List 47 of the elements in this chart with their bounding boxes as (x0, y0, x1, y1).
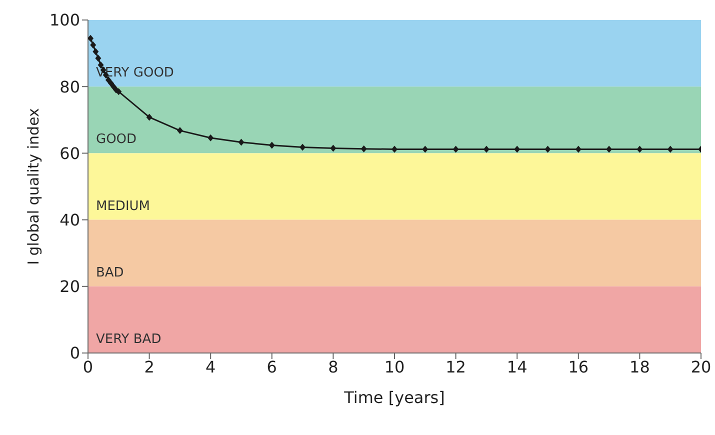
point (238, 138, 244, 146)
point (544, 146, 551, 153)
point (360, 145, 367, 152)
x-tick-label: 2 (144, 357, 154, 376)
y-tick-label: 80 (60, 77, 80, 96)
band-label: BAD (96, 265, 124, 280)
x-tick-label: 0 (82, 357, 94, 376)
point (330, 144, 336, 152)
point (88, 34, 94, 42)
y-axis-title: I global quality index (24, 108, 42, 265)
point (146, 114, 152, 121)
point (95, 54, 102, 62)
x-tick-label: 4 (206, 357, 216, 376)
point (110, 83, 117, 90)
y-tick-label: 60 (60, 144, 80, 163)
point (483, 146, 490, 153)
point (90, 41, 96, 48)
point (606, 146, 612, 153)
y-tick-label: 0 (70, 344, 80, 363)
x-tick-label: 20 (690, 357, 712, 376)
point (208, 134, 214, 142)
x-tick-label: 14 (506, 357, 528, 376)
y-tick-label: 40 (60, 210, 80, 230)
point (575, 146, 582, 153)
x-axis-title: Time [years] (343, 388, 445, 407)
band-label: VERY BAD (96, 332, 162, 347)
band-label: GOOD (96, 132, 137, 148)
x-tick-label: 8 (328, 357, 338, 376)
point (422, 146, 428, 153)
point (116, 88, 122, 96)
point (667, 146, 674, 153)
point (514, 146, 520, 153)
band-label: MEDIUM (96, 198, 150, 214)
x-tick-label: 16 (568, 357, 589, 376)
point (268, 142, 275, 149)
point (176, 127, 183, 134)
y-tick-label: 100 (49, 10, 80, 30)
point (452, 146, 459, 153)
point (636, 146, 643, 153)
x-tick-label: 10 (384, 357, 405, 376)
y-tick-label: 20 (60, 277, 80, 296)
x-tick-label: 12 (446, 357, 466, 376)
point (300, 144, 306, 151)
x-tick-label: 18 (630, 357, 650, 376)
point (392, 146, 398, 153)
point (92, 48, 99, 56)
x-tick-label: 6 (266, 357, 277, 376)
